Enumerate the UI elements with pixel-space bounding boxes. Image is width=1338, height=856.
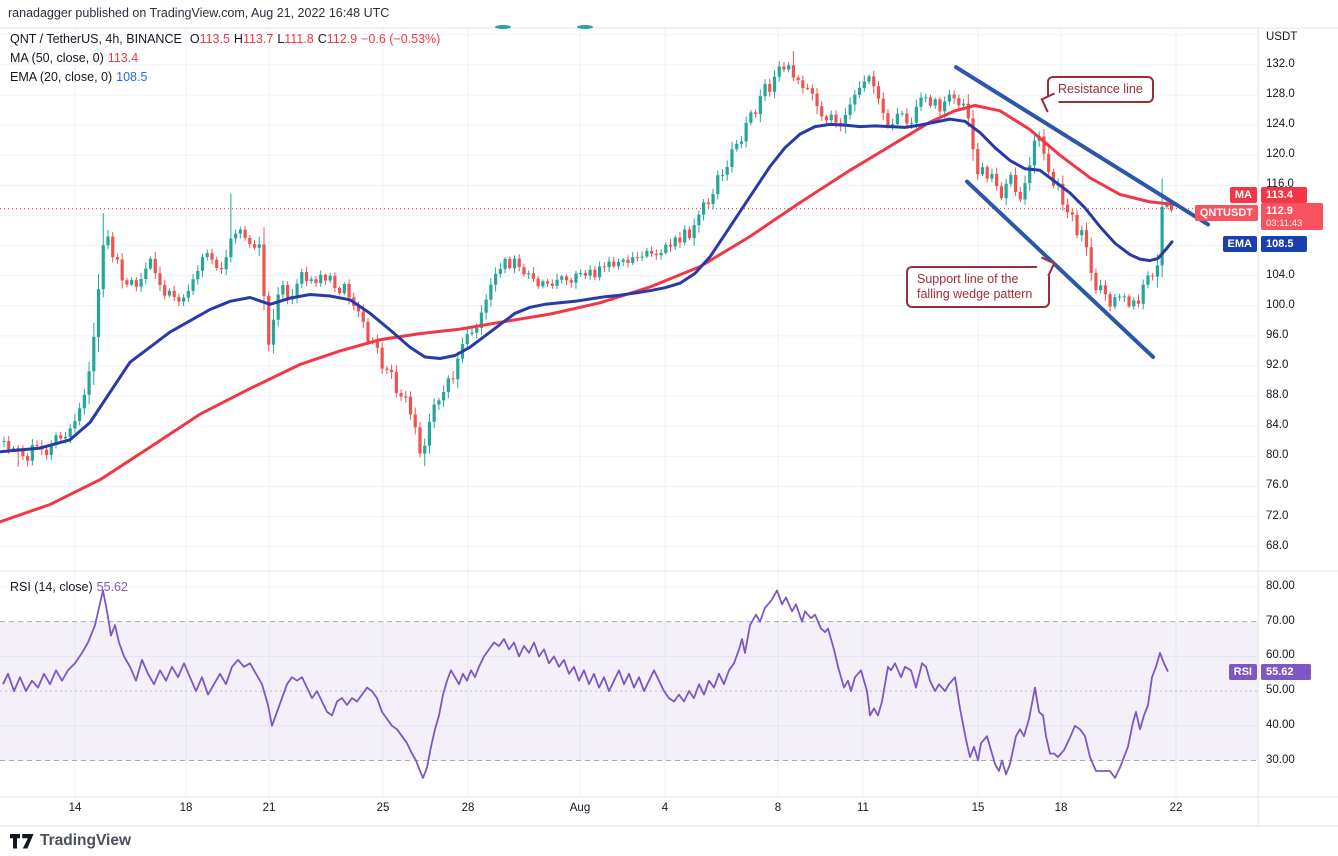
ema-price-badge-value: 108.5 [1261, 236, 1307, 252]
time-tick-label: 21 [262, 802, 276, 814]
ohlc-open: O113.5 [189, 32, 230, 46]
rsi-tick-label: 50.00 [1266, 684, 1295, 697]
time-tick-label: 14 [68, 802, 82, 814]
time-tick-label: 15 [971, 802, 985, 814]
ma-indicator-value: 113.4 [107, 51, 139, 65]
ohlc-high: H113.7 [233, 32, 274, 46]
price-tick-label: 88.0 [1266, 389, 1289, 402]
resistance-line-callout[interactable]: Resistance line [1040, 76, 1154, 113]
tradingview-logo-text: TradingView [40, 832, 132, 849]
legend-ema-row[interactable]: EMA (20, close, 0) 108.5 [10, 70, 147, 84]
rsi-badge-value: 55.62 [1261, 664, 1311, 680]
price-tick-label: 72.0 [1266, 509, 1289, 522]
tradingview-logo-icon [10, 833, 34, 848]
ema-price-badge-label: EMA [1222, 236, 1257, 252]
ohlc-close: C112.9 [317, 32, 358, 46]
clipped-candle-mark [495, 25, 511, 29]
time-tick-label: 25 [376, 802, 390, 814]
price-tick-label: 84.0 [1266, 419, 1289, 432]
time-tick-label: 18 [179, 802, 193, 814]
ma-price-badge-value: 113.4 [1261, 187, 1307, 203]
ema-indicator-label: EMA (20, close, 0) [10, 70, 113, 84]
ohlc-low: L111.8 [277, 32, 314, 46]
price-tick-label: 96.0 [1266, 328, 1289, 341]
time-tick-label: 4 [661, 802, 669, 814]
bar-countdown: 03:11:43 [1266, 217, 1303, 229]
time-tick-label: 22 [1169, 802, 1183, 814]
rsi-tick-label: 60.00 [1266, 649, 1295, 662]
legend-symbol-row[interactable]: QNT / TetherUS, 4h, BINANCE O113.5 H113.… [10, 32, 440, 46]
ma-indicator-label: MA (50, close, 0) [10, 51, 104, 65]
price-tick-label: 120.0 [1266, 148, 1295, 161]
ma-price-badge-label: MA [1229, 187, 1257, 203]
symbol-price-badge-value: 112.9 03:11:43 [1261, 203, 1323, 230]
legend-rsi-row[interactable]: RSI (14, close) 55.62 [10, 580, 128, 594]
time-tick-label: 18 [1054, 802, 1068, 814]
ema-indicator-value: 108.5 [116, 70, 148, 84]
rsi-indicator-value: 55.62 [96, 580, 128, 594]
rsi-tick-label: 30.00 [1266, 753, 1295, 766]
legend-symbol: QNT / TetherUS, 4h, BINANCE [10, 32, 182, 46]
time-tick-label: 8 [774, 802, 782, 814]
rsi-axis[interactable]: 80.00 70.00 60.00 50.00 40.00 30.00 [1258, 0, 1338, 797]
attribution-text: ranadagger published on TradingView.com,… [8, 6, 390, 20]
rsi-tick-label: 80.00 [1266, 579, 1295, 592]
time-tick-label: Aug [569, 802, 591, 814]
symbol-price-badge-label: QNTUSDT [1194, 205, 1258, 221]
price-tick-label: 100.0 [1266, 298, 1295, 311]
price-axis-unit: USDT [1266, 31, 1298, 43]
rsi-tick-label: 70.00 [1266, 614, 1295, 627]
rsi-indicator-label: RSI (14, close) [10, 580, 93, 594]
price-tick-label: 104.0 [1266, 268, 1295, 281]
price-tick-label: 76.0 [1266, 479, 1289, 492]
price-tick-label: 80.0 [1266, 449, 1289, 462]
time-tick-label: 28 [461, 802, 475, 814]
time-tick-label: 11 [857, 802, 869, 814]
legend-ma-row[interactable]: MA (50, close, 0) 113.4 [10, 51, 138, 65]
clipped-candle-mark [577, 25, 593, 29]
price-tick-label: 124.0 [1266, 118, 1295, 131]
legend-change: −0.6 (−0.53%) [361, 32, 441, 46]
rsi-badge-label: RSI [1228, 664, 1257, 680]
rsi-tick-label: 40.00 [1266, 718, 1295, 731]
price-tick-label: 128.0 [1266, 87, 1295, 100]
price-tick-label: 132.0 [1266, 57, 1295, 70]
time-axis[interactable]: 14 18 21 25 28 Aug 4 8 11 15 18 22 [0, 799, 1258, 825]
tradingview-logo[interactable]: TradingView [10, 832, 131, 850]
wedge-support-callout[interactable]: Support line of the falling wedge patter… [906, 256, 1056, 308]
price-tick-label: 68.0 [1266, 539, 1289, 552]
price-tick-label: 92.0 [1266, 358, 1289, 371]
